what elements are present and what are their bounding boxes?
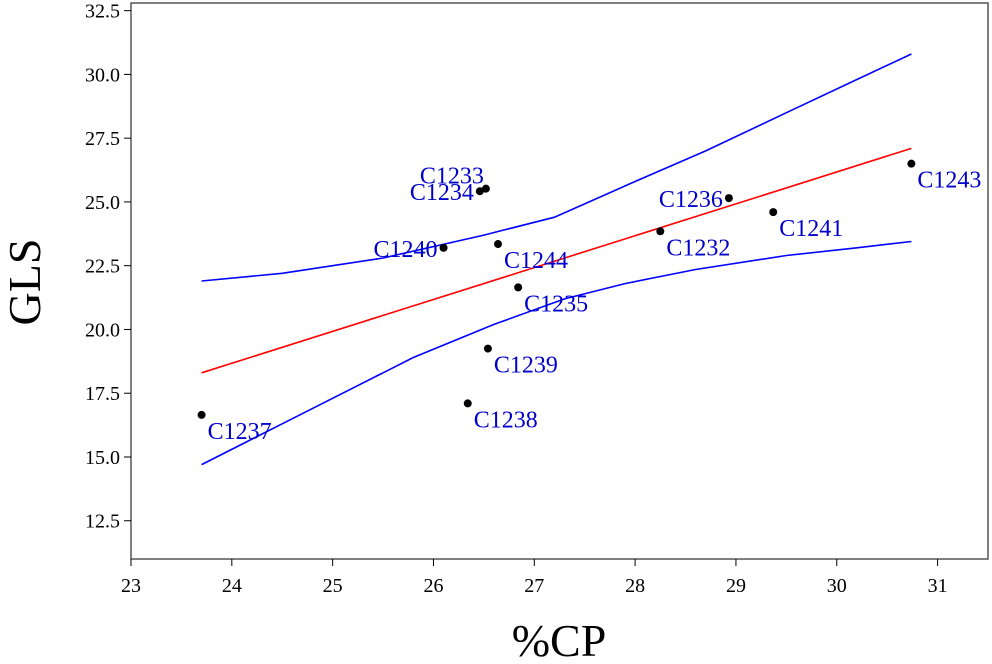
data-point	[197, 410, 206, 419]
x-axis-title: %CP	[512, 615, 607, 664]
y-tick-label: 27.5	[85, 128, 120, 150]
point-label: C1233	[420, 164, 484, 190]
data-point	[463, 399, 472, 408]
fit-line-group	[201, 147, 912, 374]
y-tick-label: 15.0	[85, 447, 120, 469]
x-tick-label: 31	[928, 575, 948, 597]
point-label: C1235	[524, 291, 588, 317]
point-label: C1236	[659, 187, 723, 213]
x-tick-label: 25	[323, 575, 343, 597]
data-point	[483, 344, 492, 353]
confidence-bands	[201, 53, 912, 466]
point-label: C1243	[917, 168, 981, 194]
point-label: C1237	[208, 419, 272, 445]
x-tick-label: 24	[222, 575, 242, 597]
x-tick-label: 27	[524, 575, 544, 597]
upper-confidence-band	[201, 53, 912, 282]
data-point	[514, 283, 523, 292]
y-tick-label: 12.5	[85, 511, 120, 533]
y-tick-label: 25.0	[85, 192, 120, 214]
plot-frame	[130, 2, 989, 560]
x-tick-label: 28	[625, 575, 645, 597]
data-point	[724, 194, 733, 203]
data-point	[475, 187, 484, 196]
y-axis-ticks: 12.5 15.0 17.5 20.0 22.5 25.0 27.5 30.0 32.5	[85, 1, 131, 533]
data-point	[481, 184, 490, 193]
data-point	[769, 208, 778, 217]
y-tick-label: 20.0	[85, 319, 120, 341]
data-point	[907, 159, 916, 168]
y-tick-label: 32.5	[85, 1, 120, 23]
regression-line	[201, 147, 912, 374]
y-tick-label: 17.5	[85, 383, 120, 405]
data-point	[439, 243, 448, 252]
point-label: C1239	[494, 353, 558, 379]
y-axis-title: GLS	[0, 239, 50, 326]
x-tick-label: 29	[726, 575, 746, 597]
point-label: C1234	[410, 180, 474, 206]
x-tick-label: 23	[121, 575, 141, 597]
x-axis-ticks: 23 24 25 26 27 28 29 30 31	[121, 559, 948, 597]
x-tick-label: 30	[827, 575, 847, 597]
point-label: C1244	[504, 248, 568, 274]
data-point	[493, 240, 502, 249]
point-label: C1232	[666, 235, 730, 261]
data-point	[656, 227, 665, 236]
x-tick-label: 26	[423, 575, 443, 597]
y-tick-label: 30.0	[85, 64, 120, 86]
point-label: C1240	[374, 237, 438, 263]
point-label: C1241	[779, 216, 843, 242]
point-label: C1238	[474, 407, 538, 433]
y-tick-label: 22.5	[85, 256, 120, 278]
lower-confidence-band	[201, 240, 912, 466]
